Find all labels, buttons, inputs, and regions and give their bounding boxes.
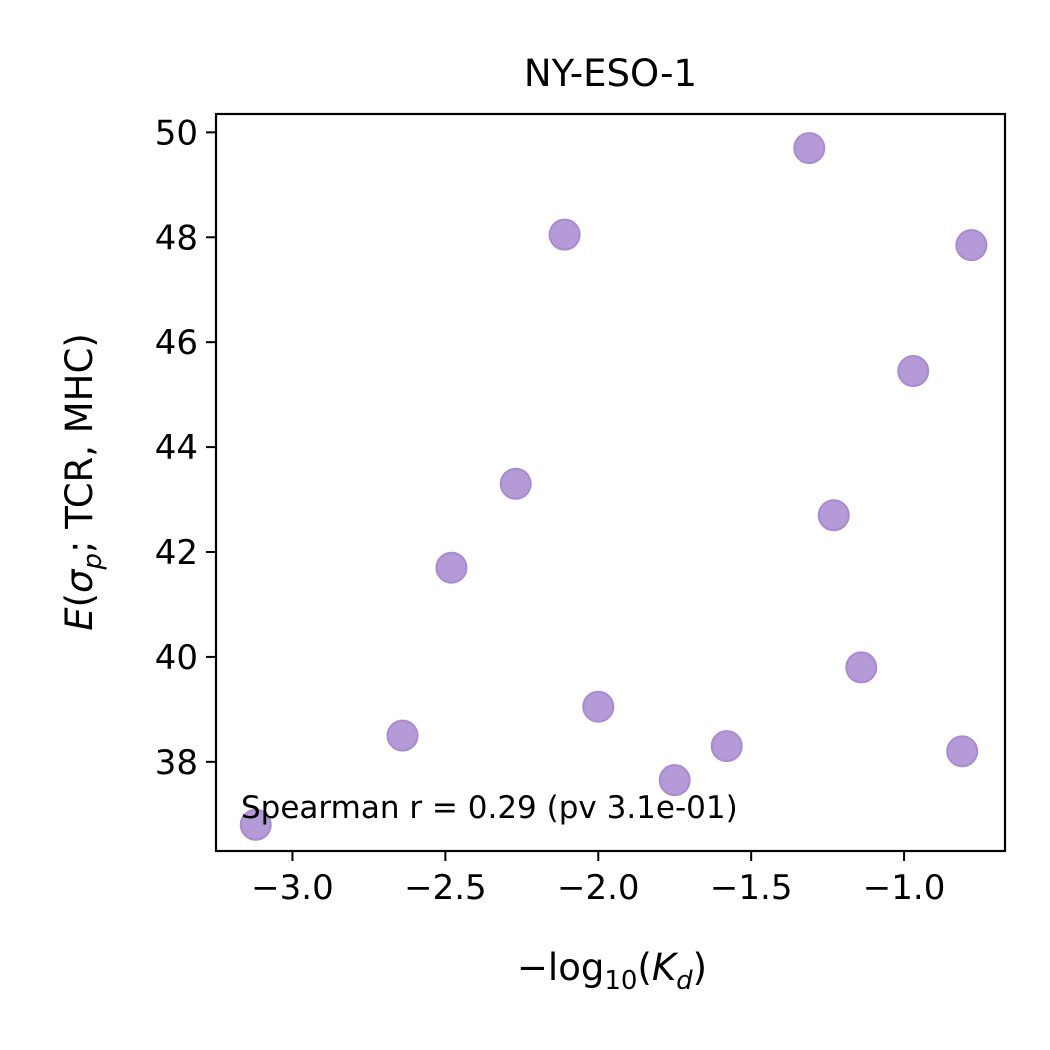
data-point-8: [710, 730, 743, 763]
data-point-1: [239, 808, 272, 841]
data-point-13: [946, 735, 979, 768]
points-layer: [239, 132, 988, 841]
y-tick-label: 38: [155, 743, 198, 783]
y-axis-label: E(σp; TCR, MHC): [58, 333, 108, 631]
data-point-11: [845, 651, 878, 684]
y-tick-label: 44: [155, 428, 198, 468]
x-axis: −3.0 −2.5 −2.0 −1.5 −1.0: [251, 851, 945, 908]
y-tick-label: 42: [155, 533, 198, 573]
data-point-10: [817, 499, 850, 532]
data-point-2: [386, 719, 419, 752]
y-tick-label: 48: [155, 218, 198, 258]
data-point-9: [793, 132, 826, 165]
x-tick-label: −2.5: [404, 868, 487, 908]
data-point-4: [499, 467, 532, 500]
data-point-5: [548, 218, 581, 251]
y-axis: 38 40 42 44 46 48 50: [155, 113, 216, 783]
x-tick-label: −1.0: [863, 868, 946, 908]
data-point-7: [658, 764, 691, 797]
chart-title: NY-ESO-1: [524, 52, 697, 95]
plot-frame: [214, 112, 1007, 853]
y-tick-label: 40: [155, 638, 198, 678]
x-axis-label: −log10(Kd): [517, 946, 707, 996]
x-tick-label: −1.5: [710, 868, 793, 908]
data-point-14: [955, 229, 988, 262]
data-point-12: [897, 355, 930, 388]
data-point-3: [435, 551, 468, 584]
y-tick-label: 50: [155, 113, 198, 153]
x-tick-label: −2.0: [557, 868, 640, 908]
data-point-6: [582, 690, 615, 723]
y-tick-label: 46: [155, 323, 198, 363]
spearman-annotation: Spearman r = 0.29 (pv 3.1e-01): [241, 790, 738, 826]
x-tick-label: −3.0: [251, 868, 334, 908]
